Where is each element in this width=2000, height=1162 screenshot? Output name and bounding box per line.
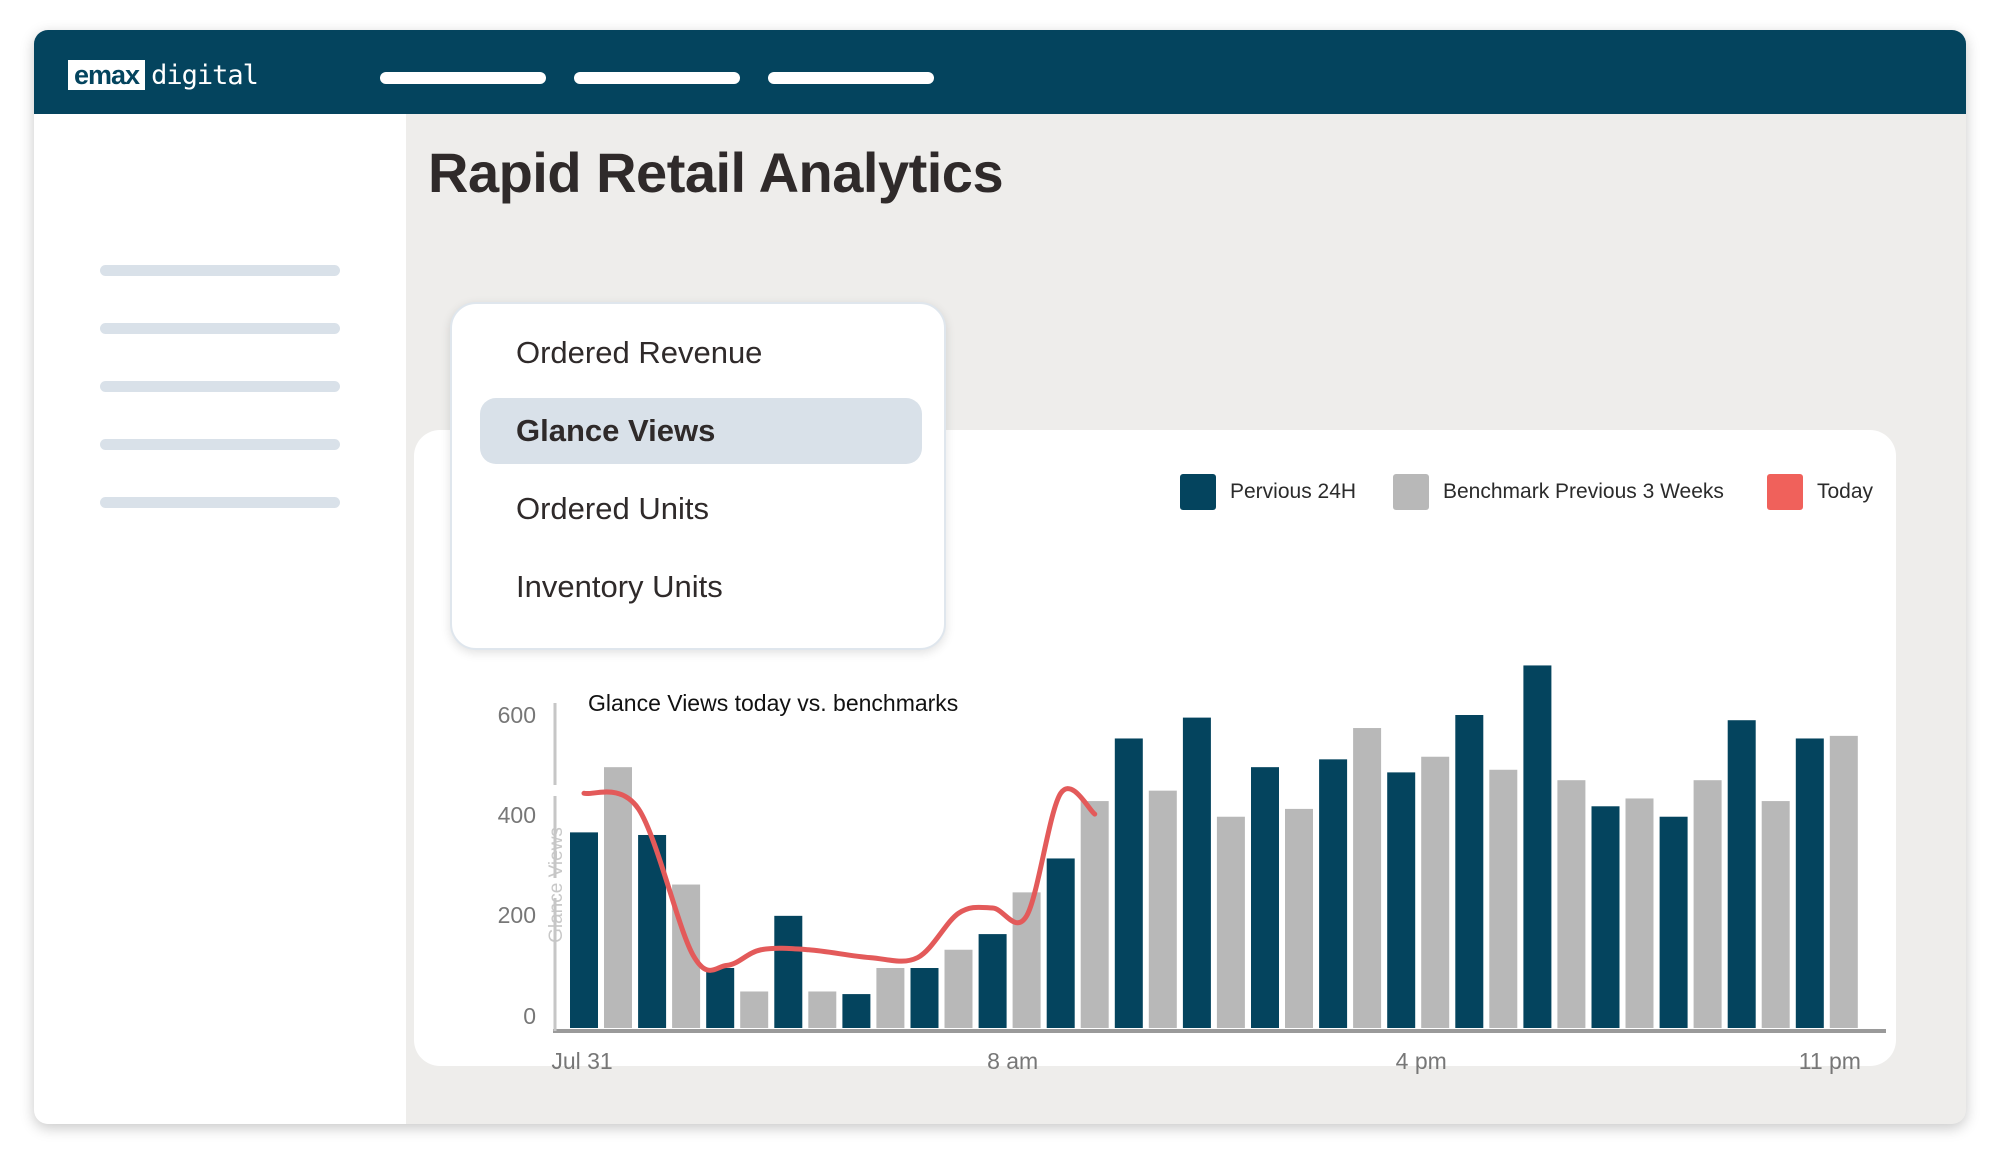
menu-item-ordered-units[interactable]: Ordered Units [516, 491, 709, 526]
logo-mark: emax [68, 60, 146, 90]
legend-label-previous-24h: Pervious 24H [1230, 480, 1357, 503]
legend-label-benchmark: Benchmark Previous 3 Weeks [1443, 480, 1724, 503]
sidebar [34, 114, 406, 1124]
sidebar-item-placeholder-5[interactable] [100, 497, 340, 508]
sidebar-item-placeholder-3[interactable] [100, 381, 340, 392]
logo-text: digital [151, 59, 259, 91]
legend-swatch-benchmark [1393, 474, 1429, 510]
menu-item-inventory-units[interactable]: Inventory Units [516, 569, 723, 604]
emax-digital-logo[interactable]: emax digital [68, 58, 259, 92]
nav-link-placeholder-3[interactable] [768, 72, 934, 84]
nav-link-placeholder-1[interactable] [380, 72, 546, 84]
nav-link-placeholder-2[interactable] [574, 72, 740, 84]
legend-swatch-today [1767, 474, 1803, 510]
top-navigation-bar: emax digital [34, 30, 1966, 114]
sidebar-item-placeholder-4[interactable] [100, 439, 340, 450]
menu-item-glance-views[interactable]: Glance Views [480, 398, 922, 464]
legend-label-today: Today [1817, 480, 1874, 503]
sidebar-item-placeholder-1[interactable] [100, 265, 340, 276]
sidebar-item-placeholder-2[interactable] [100, 323, 340, 334]
menu-item-ordered-revenue[interactable]: Ordered Revenue [516, 335, 763, 370]
metric-dropdown-menu: Ordered Revenue Glance Views Ordered Uni… [450, 302, 946, 650]
legend-item-today: Today [1767, 474, 1873, 510]
legend-item-benchmark: Benchmark Previous 3 Weeks [1393, 474, 1724, 510]
page-title: Rapid Retail Analytics [428, 141, 1004, 204]
legend-swatch-previous-24h [1180, 474, 1216, 510]
legend-item-previous-24h: Pervious 24H [1180, 474, 1356, 510]
